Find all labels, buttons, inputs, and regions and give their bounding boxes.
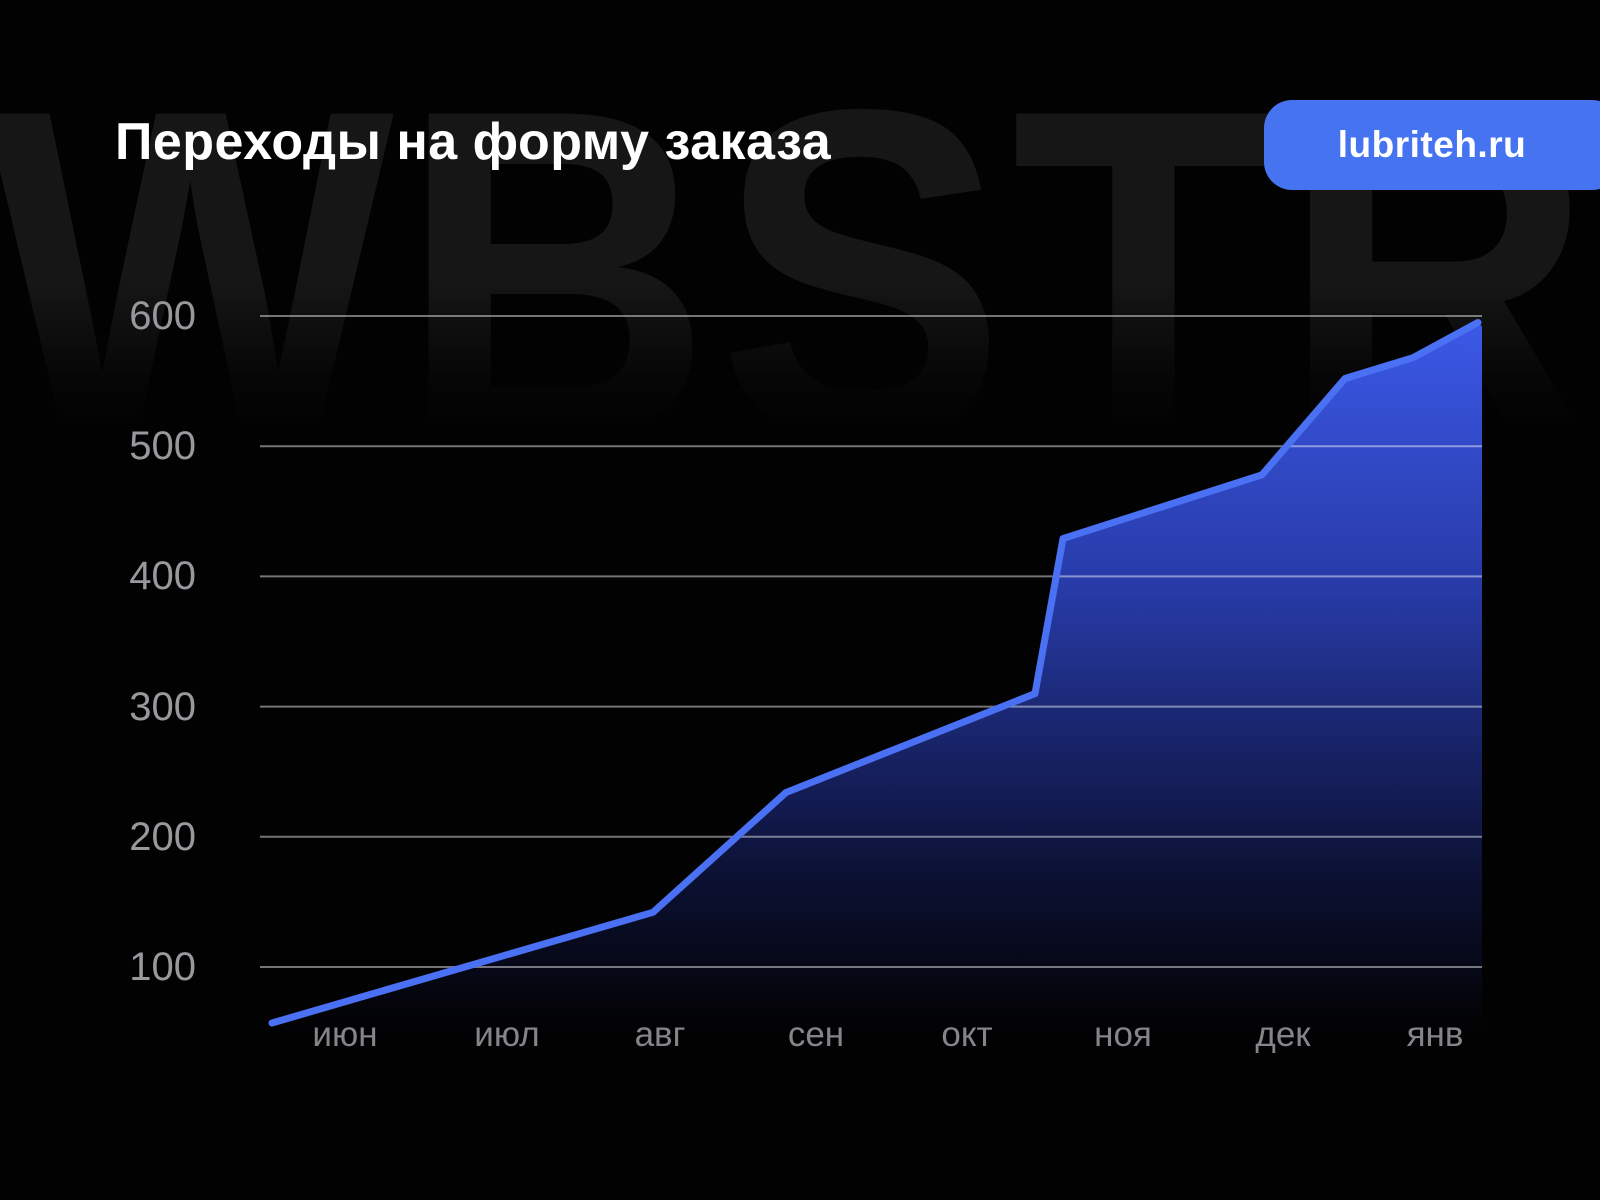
y-axis-tick-100: 100	[129, 945, 196, 989]
site-badge[interactable]: lubriteh.ru	[1264, 100, 1600, 190]
x-axis-label-sep: сен	[787, 1015, 845, 1054]
y-axis-tick-500: 500	[129, 424, 196, 469]
x-axis-label-jun: июн	[312, 1015, 378, 1054]
page-title: Переходы на форму заказа	[115, 113, 832, 171]
x-axis-label-jul: июл	[474, 1015, 540, 1054]
site-badge-label: lubriteh.ru	[1337, 124, 1527, 165]
x-axis-label-oct: окт	[941, 1015, 993, 1054]
x-axis-label-aug: авг	[634, 1015, 686, 1054]
x-axis-label-nov: ноя	[1094, 1015, 1152, 1054]
y-axis-tick-400: 400	[129, 554, 196, 599]
y-axis-tick-600: 600	[129, 294, 196, 338]
x-axis-label-dec: дек	[1255, 1015, 1311, 1054]
chart-gridlines	[260, 315, 1482, 968]
y-axis-tick-300: 300	[129, 684, 196, 729]
x-axis-label-jan: янв	[1406, 1015, 1464, 1054]
y-axis-tick-200: 200	[129, 814, 196, 859]
chart-data-line	[268, 319, 1482, 1027]
